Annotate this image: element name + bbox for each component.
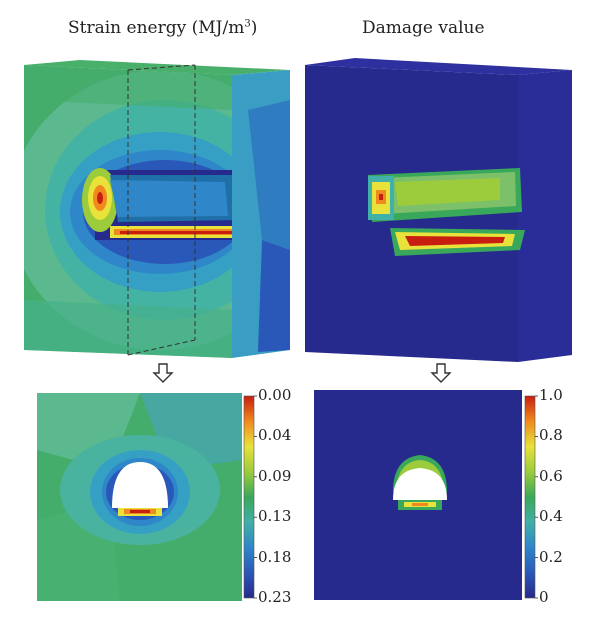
strain-colorbar-tick-label: 0.09 <box>258 466 292 485</box>
strain-colorbar-tick-label: 0.23 <box>258 588 292 606</box>
damage-colorbar-tick-label: 0 <box>539 588 549 606</box>
strain-colorbar-tick-label: 0.18 <box>258 547 292 566</box>
damage-colorbar-tick-label: 0.2 <box>539 547 563 566</box>
damage-3d-model <box>305 58 572 362</box>
damage-value-title: Damage value <box>362 18 485 38</box>
strain-energy-title: Strain energy (MJ/m3) <box>68 18 258 38</box>
damage-right-face <box>518 70 572 362</box>
strain-energy-section <box>37 393 242 601</box>
damage-top-face <box>305 58 572 75</box>
strain-colorbar-tick-label: 0.04 <box>258 426 292 445</box>
damage-colorbar-tick-label: 0.4 <box>539 507 563 526</box>
tunnel-opening <box>112 462 168 508</box>
block-top-face <box>24 60 290 75</box>
strain-energy-colorbar <box>243 395 257 599</box>
strain-energy-3d-model <box>24 60 290 358</box>
strain-colorbar-tick-label: 0.13 <box>258 507 292 526</box>
damage-colorbar <box>524 395 538 599</box>
damage-colorbar-tick-label: 1.0 <box>539 386 563 404</box>
damage-colorbar-tick-label: 0.6 <box>539 466 563 485</box>
damage-colorbar-tick-label: 0.8 <box>539 426 563 445</box>
damage-section <box>314 390 522 600</box>
down-arrow-icon <box>152 363 174 383</box>
down-arrow-icon <box>430 363 452 383</box>
damage-tunnel-opening <box>393 468 447 500</box>
strain-colorbar-tick-label: 0.00 <box>258 386 292 404</box>
